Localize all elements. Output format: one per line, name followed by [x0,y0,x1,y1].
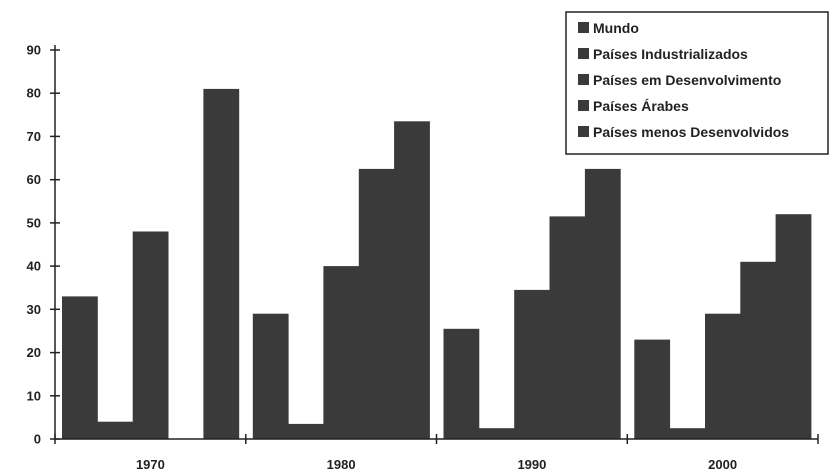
bar-1990-4 [584,168,621,439]
y-tick-label-60: 60 [27,172,41,187]
x-category-label-1990: 1990 [517,457,546,472]
y-tick-label-50: 50 [27,215,41,230]
bars-layer [62,88,812,440]
bar-1990-3 [549,216,586,439]
x-axis-labels: 1970 1980 1990 2000 [136,457,737,472]
legend-label-0: Mundo [593,20,639,36]
y-tick-label-40: 40 [27,259,41,274]
y-tick-label-0: 0 [34,432,41,447]
y-tick-label-30: 30 [27,302,41,317]
x-category-label-2000: 2000 [708,457,737,472]
y-tick-label-90: 90 [27,43,41,58]
legend-swatch-4 [578,126,589,137]
bar-1980-1 [288,423,324,439]
bar-2000-2 [705,313,741,439]
legend-box [565,11,829,155]
bar-1990-2 [514,289,550,439]
bar-1980-3 [358,168,395,439]
bar-2000-0 [634,339,671,439]
bar-2000-1 [669,428,706,439]
bar-1970-1 [97,421,134,439]
legend-label-4: Países menos Desenvolvidos [593,124,789,140]
bar-1980-4 [394,121,430,440]
bar-1970-0 [62,296,98,439]
bar-1990-1 [478,428,515,439]
legend-swatch-0 [578,22,589,33]
y-axis-ticks: 0 10 20 30 40 50 60 70 80 90 [27,43,60,447]
legend-swatch-1 [578,48,589,59]
legend: Mundo Países Industrializados Países em De… [565,11,829,155]
y-tick-label-10: 10 [27,388,41,403]
bar-2000-3 [740,261,777,439]
bar-1980-2 [323,266,360,439]
legend-label-3: Países Árabes [593,98,689,114]
legend-swatch-2 [578,74,589,85]
y-tick-label-70: 70 [27,129,41,144]
x-category-label-1980: 1980 [327,457,356,472]
y-tick-label-20: 20 [27,345,41,360]
bar-1970-4 [203,88,240,440]
bar-2000-4 [775,214,812,439]
legend-label-2: Países em Desenvolvimento [593,72,781,88]
bar-1990-0 [443,328,480,439]
x-category-label-1970: 1970 [136,457,165,472]
axes-layer [54,45,819,444]
bar-1980-0 [252,313,289,439]
legend-label-1: Países Industrializados [593,46,748,62]
bar-1970-2 [132,231,169,439]
y-tick-label-80: 80 [27,86,41,101]
legend-swatch-3 [578,100,589,111]
